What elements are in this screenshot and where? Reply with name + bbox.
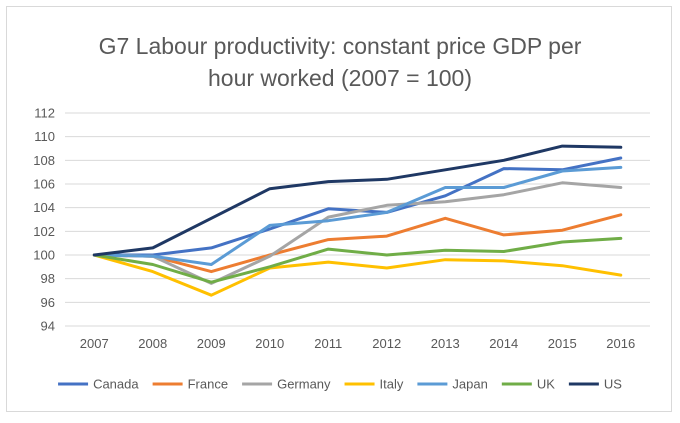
y-tick-label: 110 (34, 129, 55, 144)
x-tick-label: 2014 (489, 336, 518, 351)
y-tick-labels: 94 96 98 100 102 104 106 108 110 112 (33, 106, 55, 334)
y-tick-label: 112 (34, 106, 55, 121)
y-tick-label: 100 (33, 248, 55, 263)
legend-label: France (188, 377, 228, 392)
chart-title-line-2: hour worked (2007 = 100) (207, 65, 473, 91)
y-tick-label: 98 (41, 271, 55, 286)
series-line-us (92, 144, 623, 257)
y-tick-label: 106 (33, 177, 55, 192)
legend-label: Germany (277, 377, 331, 392)
series-line-germany (92, 181, 623, 285)
y-tick-label: 102 (33, 224, 55, 239)
x-tick-labels: 2007 2008 2009 2010 2011 2012 2013 2014 2015 2016 (80, 336, 635, 351)
legend-item-canada: Canada (58, 377, 139, 392)
legend-item-italy: Italy (344, 377, 404, 392)
legend-label: Japan (452, 377, 487, 392)
x-tick-label: 2016 (606, 336, 635, 351)
legend-item-uk: UK (501, 377, 555, 392)
legend-label: Canada (93, 377, 139, 392)
legend-label: US (604, 377, 622, 392)
chart-title-line-1: G7 Labour productivity: constant price G… (98, 33, 582, 59)
legend-item-germany: Germany (242, 377, 331, 392)
legend-item-us: US (568, 377, 622, 392)
x-tick-label: 2011 (314, 336, 342, 351)
y-tick-label: 108 (33, 153, 55, 168)
x-tick-label: 2010 (255, 336, 284, 351)
series-line-canada (92, 156, 623, 257)
x-tick-label: 2007 (80, 336, 109, 351)
x-tick-label: 2015 (548, 336, 577, 351)
legend-item-france: France (152, 377, 228, 392)
x-tick-label: 2009 (197, 336, 226, 351)
x-tick-label: 2012 (372, 336, 401, 351)
x-tick-label: 2008 (138, 336, 167, 351)
series-lines (92, 144, 623, 297)
y-tick-label: 94 (41, 319, 55, 334)
series-line-italy (92, 253, 623, 297)
series-line-france (92, 213, 623, 274)
series-line-japan (92, 165, 623, 266)
chart-title: G7 Labour productivity: constant price G… (0, 30, 680, 94)
series-line-uk (92, 236, 623, 284)
legend: Canada France Germany Italy Japan UK US (58, 377, 622, 392)
y-tick-label: 96 (41, 295, 55, 310)
x-tick-label: 2013 (431, 336, 460, 351)
legend-label: UK (537, 377, 555, 392)
legend-item-japan: Japan (417, 377, 488, 392)
y-tick-label: 104 (33, 200, 55, 215)
legend-label: Italy (380, 377, 404, 392)
